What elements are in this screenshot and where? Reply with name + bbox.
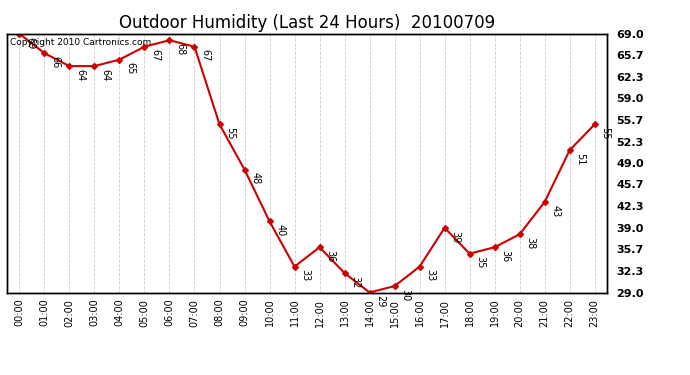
Text: 55: 55 — [600, 127, 610, 140]
Text: 29: 29 — [375, 295, 385, 307]
Text: 66: 66 — [50, 56, 60, 68]
Text: 33: 33 — [425, 269, 435, 282]
Text: 51: 51 — [575, 153, 585, 165]
Text: 67: 67 — [200, 50, 210, 62]
Text: 64: 64 — [75, 69, 85, 81]
Text: 40: 40 — [275, 224, 285, 236]
Text: 32: 32 — [350, 276, 360, 288]
Text: Copyright 2010 Cartronics.com: Copyright 2010 Cartronics.com — [10, 38, 151, 46]
Text: 48: 48 — [250, 172, 260, 184]
Text: 38: 38 — [525, 237, 535, 249]
Text: 39: 39 — [450, 231, 460, 243]
Text: 67: 67 — [150, 50, 160, 62]
Text: 35: 35 — [475, 256, 485, 269]
Text: 68: 68 — [175, 43, 185, 55]
Text: 43: 43 — [550, 205, 560, 217]
Text: 36: 36 — [325, 250, 335, 262]
Text: 36: 36 — [500, 250, 510, 262]
Text: 55: 55 — [225, 127, 235, 140]
Title: Outdoor Humidity (Last 24 Hours)  20100709: Outdoor Humidity (Last 24 Hours) 2010070… — [119, 14, 495, 32]
Text: 65: 65 — [125, 62, 135, 75]
Text: 33: 33 — [300, 269, 310, 282]
Text: 69: 69 — [25, 36, 35, 49]
Text: 30: 30 — [400, 289, 410, 301]
Text: 64: 64 — [100, 69, 110, 81]
